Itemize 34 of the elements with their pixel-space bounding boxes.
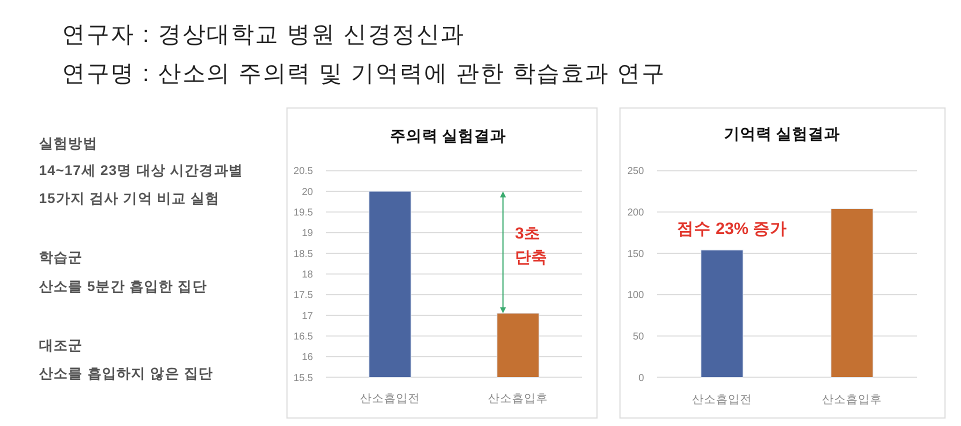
text: 대조군 [39,337,83,353]
text: 14~17세 23명 대상 시간경과별 [39,162,243,178]
x-tick-label: 산소흡입후 [488,393,548,405]
text: 학습군 [39,249,83,265]
y-tick-label: 17.5 [294,290,314,302]
y-tick-label: 100 [627,290,644,302]
text: 실험방법 [39,135,98,151]
y-tick-label: 200 [627,208,644,219]
annotation: 점수 23% 증가 [677,220,788,238]
y-tick-label: 50 [632,331,644,342]
y-tick-label: 17 [302,310,314,322]
chart-title: 기억력 실험결과 [724,126,840,143]
y-tick-label: 20 [302,186,314,198]
chart-title: 주의력 실험결과 [390,128,506,145]
y-tick-label: 19.5 [294,208,314,219]
y-tick-label: 15.5 [294,372,314,384]
text: 산소를 흡입하지 않은 집단 [39,365,214,381]
y-tick-label: 18.5 [294,248,314,260]
text: 연구자 : 경상대학교 병원 신경정신과 [62,21,465,47]
y-tick-label: 250 [627,166,644,178]
y-tick-label: 16.5 [294,331,314,342]
text: 연구명 : 산소의 주의력 및 기억력에 관한 학습효과 연구 [62,60,666,86]
text: 15가지 검사 기억 비교 실험 [39,190,220,206]
text: 산소를 5분간 흡입한 집단 [39,278,207,294]
y-tick-label: 0 [638,372,644,384]
x-tick-label: 산소흡입전 [360,393,420,405]
y-tick-label: 16 [302,352,314,364]
y-tick-label: 20.5 [294,166,314,178]
y-tick-label: 19 [302,228,314,240]
y-tick-label: 150 [627,248,644,260]
y-tick-label: 18 [302,270,314,280]
annotation: 3초 단축 [515,225,547,266]
x-tick-label: 산소흡입전 [692,394,752,406]
x-tick-label: 산소흡입후 [822,394,882,406]
